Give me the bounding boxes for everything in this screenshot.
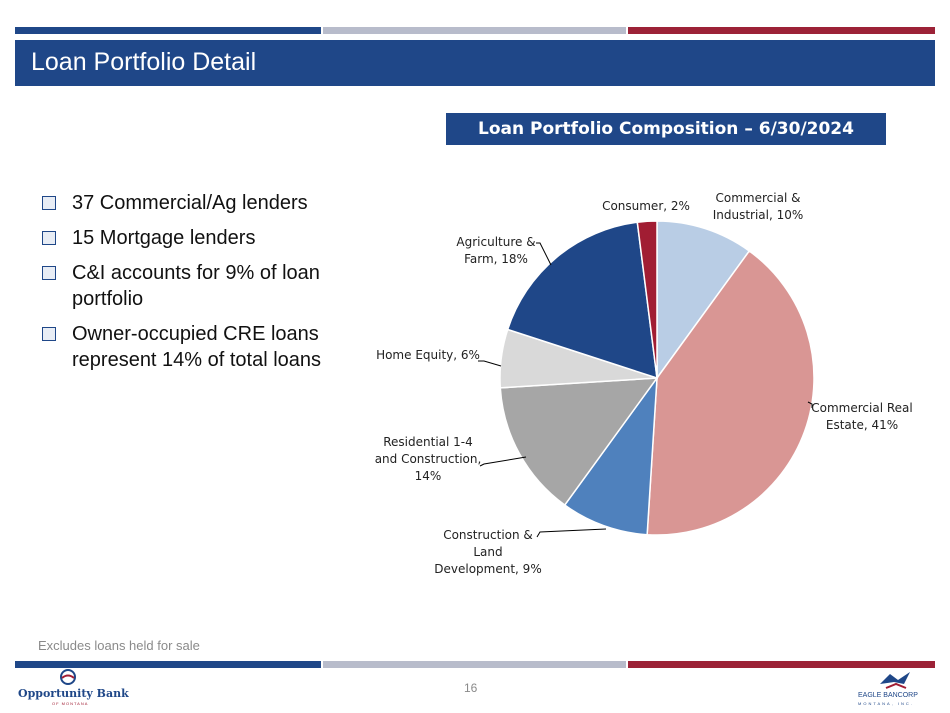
- bullet-item: 15 Mortgage lenders: [40, 225, 350, 251]
- slice-label: Home Equity, 6%: [376, 348, 480, 362]
- eagle-bancorp-logo: EAGLE BANCORP MONTANA, INC.: [858, 670, 938, 710]
- slice-label: Agriculture & Farm, 18%: [456, 235, 535, 266]
- checkbox-bullet-icon: [42, 327, 56, 341]
- logo-right-name: EAGLE BANCORP: [858, 692, 918, 699]
- page-title: Loan Portfolio Detail: [31, 48, 257, 76]
- bottom-bar-gray: [323, 661, 626, 668]
- bottom-bar-navy: [15, 661, 321, 668]
- slice-leader-line: [807, 401, 813, 408]
- pie-slice: [646, 249, 815, 536]
- slice-label: Commercial & Industrial, 10%: [713, 191, 804, 222]
- opportunity-bank-logo: Opportunity Bank OF MONTANA: [18, 669, 129, 709]
- page-number: 16: [464, 681, 478, 695]
- logo-left-sub: OF MONTANA: [52, 701, 89, 706]
- slice-label: Residential 1-4 and Construction, 14%: [375, 435, 482, 483]
- bullet-text: C&I accounts for 9% of loan portfolio: [72, 262, 320, 310]
- bullet-item: Owner-occupied CRE loans represent 14% o…: [40, 321, 350, 373]
- checkbox-bullet-icon: [42, 266, 56, 280]
- slice-leader-line: [536, 528, 607, 538]
- slice-label: Consumer, 2%: [602, 199, 690, 213]
- checkbox-bullet-icon: [42, 196, 56, 210]
- chart-title-box: Loan Portfolio Composition – 6/30/2024: [446, 113, 886, 145]
- bottom-bar-maroon: [628, 661, 935, 668]
- slice-leader-line: [479, 456, 527, 467]
- slice-label: Commercial Real Estate, 41%: [811, 401, 912, 432]
- pie-slice: [636, 220, 658, 379]
- top-bar-gray: [323, 27, 626, 34]
- top-bar-maroon: [628, 27, 935, 34]
- slice-label: Construction & Land Development, 9%: [434, 528, 541, 576]
- bank-emblem-icon: [60, 669, 76, 685]
- top-bar-navy: [15, 27, 321, 34]
- logo-right-sub: MONTANA, INC.: [858, 701, 914, 706]
- eagle-icon: [880, 672, 910, 689]
- checkbox-bullet-icon: [42, 231, 56, 245]
- slice-leader-line: [478, 360, 502, 367]
- bullet-item: C&I accounts for 9% of loan portfolio: [40, 260, 350, 312]
- title-band: Loan Portfolio Detail: [15, 40, 935, 86]
- pie-slice: [563, 375, 658, 536]
- bullet-text: 37 Commercial/Ag lenders: [72, 192, 308, 214]
- footnote: Excludes loans held for sale: [38, 638, 200, 653]
- bullet-item: 37 Commercial/Ag lenders: [40, 190, 350, 216]
- logo-left-name: Opportunity Bank: [18, 687, 129, 700]
- bullet-list: 37 Commercial/Ag lenders 15 Mortgage len…: [40, 190, 350, 382]
- pie-slice: [499, 377, 659, 507]
- bullet-text: 15 Mortgage lenders: [72, 227, 256, 249]
- pie-slice: [506, 221, 658, 380]
- slice-leader-line: [536, 242, 552, 266]
- bullet-text: Owner-occupied CRE loans represent 14% o…: [72, 323, 322, 371]
- pie-slice: [656, 220, 751, 381]
